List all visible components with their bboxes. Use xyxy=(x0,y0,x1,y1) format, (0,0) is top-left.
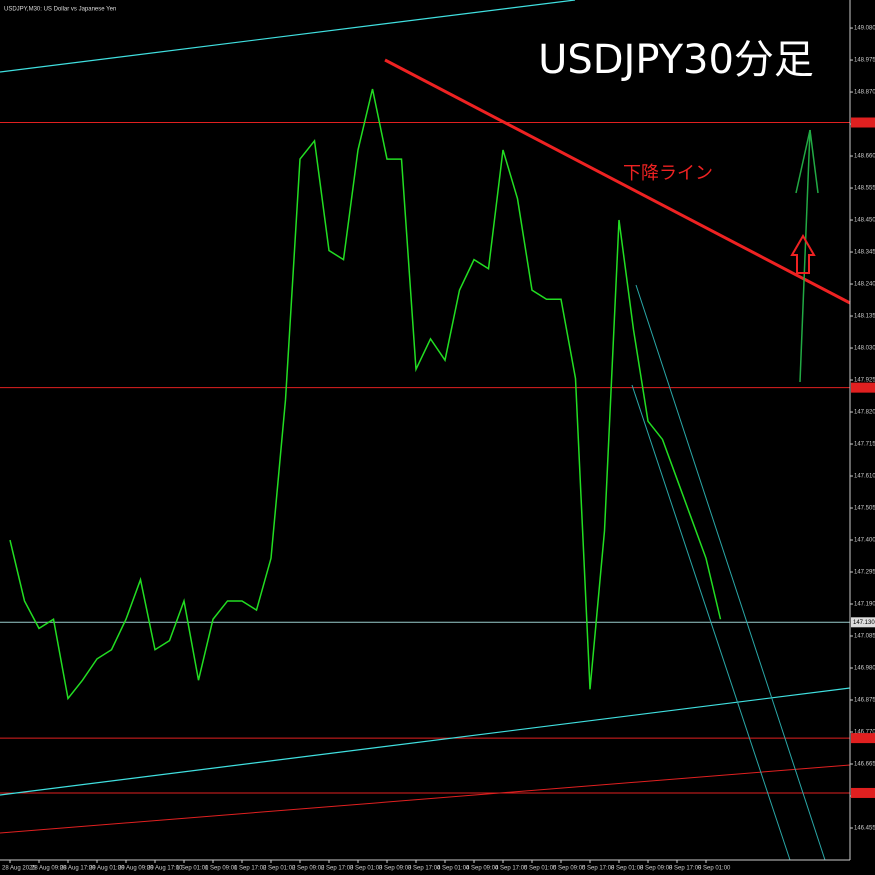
level-tag xyxy=(851,117,875,128)
x-tick-label: 29 Aug 17:00 xyxy=(147,866,183,872)
y-tick-label: 148.450 xyxy=(854,218,875,224)
headline: USDJPY30分足 xyxy=(538,37,814,83)
x-tick-label: 5 Sep 09:00 xyxy=(553,866,586,872)
level-tag xyxy=(851,382,875,393)
x-tick-label: 9 Sep 01:00 xyxy=(698,866,731,872)
x-tick-label: 8 Sep 01:00 xyxy=(611,866,644,872)
x-tick-label: 29 Aug 01:00 xyxy=(89,866,125,872)
x-tick-label: 5 Sep 01:00 xyxy=(524,866,557,872)
downtrend-line xyxy=(384,58,851,305)
y-tick-label: 148.135 xyxy=(854,314,875,320)
price-line xyxy=(9,88,722,701)
x-tick-label: 1 Sep 01:00 xyxy=(176,866,209,872)
y-tick-label: 148.345 xyxy=(854,250,875,256)
x-tick-label: 28 Aug 09:00 xyxy=(31,866,67,872)
y-tick-label: 147.400 xyxy=(854,538,875,544)
y-tick-label: 146.875 xyxy=(854,698,875,704)
current-price-tag xyxy=(851,617,875,628)
y-tick-label: 147.085 xyxy=(854,634,875,640)
x-tick-label: 4 Sep 01:00 xyxy=(437,866,470,872)
x-tick-label: 4 Sep 09:00 xyxy=(466,866,499,872)
y-tick-label: 146.980 xyxy=(854,666,875,672)
x-tick-label: 3 Sep 09:00 xyxy=(379,866,412,872)
x-tick-label: 5 Sep 17:00 xyxy=(582,866,615,872)
y-tick-label: 147.190 xyxy=(854,602,875,608)
annotation: 下降ライン xyxy=(623,163,713,184)
channel-line xyxy=(0,0,576,73)
x-tick-label: 1 Sep 09:00 xyxy=(205,866,238,872)
channel-line xyxy=(0,687,851,796)
y-tick-label: 147.610 xyxy=(854,474,875,480)
x-tick-label: 3 Sep 01:00 xyxy=(350,866,383,872)
y-tick-label: 147.295 xyxy=(854,570,875,576)
y-tick-label: 148.660 xyxy=(854,154,875,160)
y-tick-label: 148.240 xyxy=(854,282,875,288)
current-price-label: 147.130 xyxy=(853,620,875,626)
y-tick-label: 146.770 xyxy=(854,730,875,736)
x-tick-label: 29 Aug 09:00 xyxy=(118,866,154,872)
x-tick-label: 1 Sep 17:00 xyxy=(234,866,267,872)
y-tick-label: 146.455 xyxy=(854,826,875,832)
x-tick-label: 28 Aug 2025 xyxy=(2,866,36,872)
channel-line xyxy=(631,384,791,861)
x-tick-label: 2 Sep 09:00 xyxy=(292,866,325,872)
x-tick-label: 8 Sep 09:00 xyxy=(640,866,673,872)
channel-line xyxy=(635,284,826,861)
y-tick-label: 149.080 xyxy=(854,26,875,32)
y-tick-label: 147.715 xyxy=(854,442,875,448)
y-tick-label: 148.975 xyxy=(854,58,875,64)
x-tick-label: 4 Sep 17:00 xyxy=(495,866,528,872)
y-tick-label: 146.665 xyxy=(854,762,875,768)
trend-line xyxy=(0,764,851,834)
y-tick-label: 147.505 xyxy=(854,506,875,512)
y-tick-label: 148.030 xyxy=(854,346,875,352)
x-tick-label: 28 Aug 17:00 xyxy=(60,866,96,872)
level-tag xyxy=(851,787,875,798)
hollow-arrow xyxy=(790,234,816,274)
x-tick-label: 3 Sep 17:00 xyxy=(408,866,441,872)
level-tag xyxy=(851,733,875,744)
x-tick-label: 8 Sep 17:00 xyxy=(669,866,702,872)
x-tick-label: 2 Sep 17:00 xyxy=(321,866,354,872)
y-tick-label: 148.870 xyxy=(854,90,875,96)
y-tick-label: 147.820 xyxy=(854,410,875,416)
y-tick-label: 148.555 xyxy=(854,186,875,192)
up-arrow xyxy=(795,129,819,383)
chart-title: USDJPY,M30: US Dollar vs Japanese Yen xyxy=(4,7,116,13)
x-tick-label: 2 Sep 01:00 xyxy=(263,866,296,872)
y-tick-label: 147.925 xyxy=(854,378,875,384)
